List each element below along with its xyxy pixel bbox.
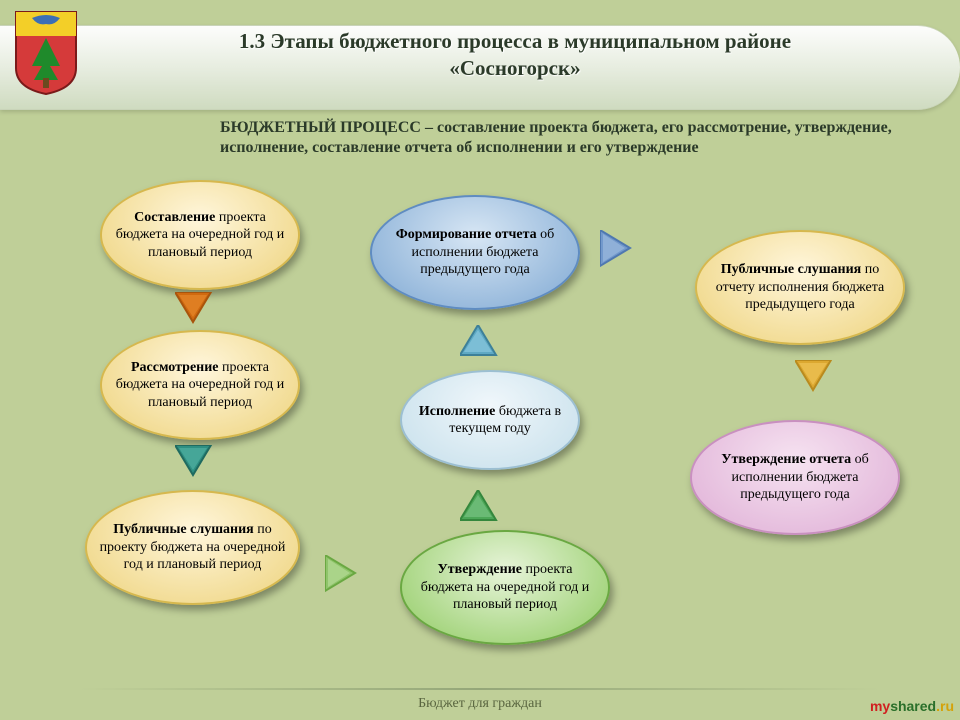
process-node-n5: Исполнение бюджета в текущем году xyxy=(400,370,580,470)
process-node-n4: Утверждение проекта бюджета на очередной… xyxy=(400,530,610,645)
page-title: 1.3 Этапы бюджетного процесса в муниципа… xyxy=(120,28,910,83)
process-node-n8: Утверждение отчета об исполнении бюджета… xyxy=(690,420,900,535)
arrow-a5 xyxy=(460,325,500,370)
process-node-n1: Составление проекта бюджета на очередной… xyxy=(100,180,300,290)
watermark-my: my xyxy=(870,698,890,714)
arrow-a4 xyxy=(460,490,500,535)
process-node-n2: Рассмотрение проекта бюджета на очередно… xyxy=(100,330,300,440)
arrow-a6 xyxy=(600,230,640,275)
arrow-a2 xyxy=(175,445,215,490)
footer-text: Бюджет для граждан xyxy=(0,696,960,712)
watermark: myshared.ru xyxy=(870,698,954,714)
process-node-n7: Публичные слушания по отчету исполнения … xyxy=(695,230,905,345)
emblem-coat-of-arms xyxy=(12,8,80,96)
title-line1: 1.3 Этапы бюджетного процесса в муниципа… xyxy=(239,29,791,53)
arrow-a7 xyxy=(795,360,835,405)
process-node-n6: Формирование отчета об исполнении бюджет… xyxy=(370,195,580,310)
watermark-shared: shared xyxy=(890,698,936,714)
subtitle: БЮДЖЕТНЫЙ ПРОЦЕСС – составление проекта … xyxy=(220,118,940,158)
watermark-ru: .ru xyxy=(936,698,954,714)
arrow-a3 xyxy=(325,555,365,600)
footer-divider xyxy=(80,688,880,690)
title-line2: «Сосногорск» xyxy=(449,56,580,80)
arrow-a1 xyxy=(175,292,215,337)
process-node-n3: Публичные слушания по проекту бюджета на… xyxy=(85,490,300,605)
